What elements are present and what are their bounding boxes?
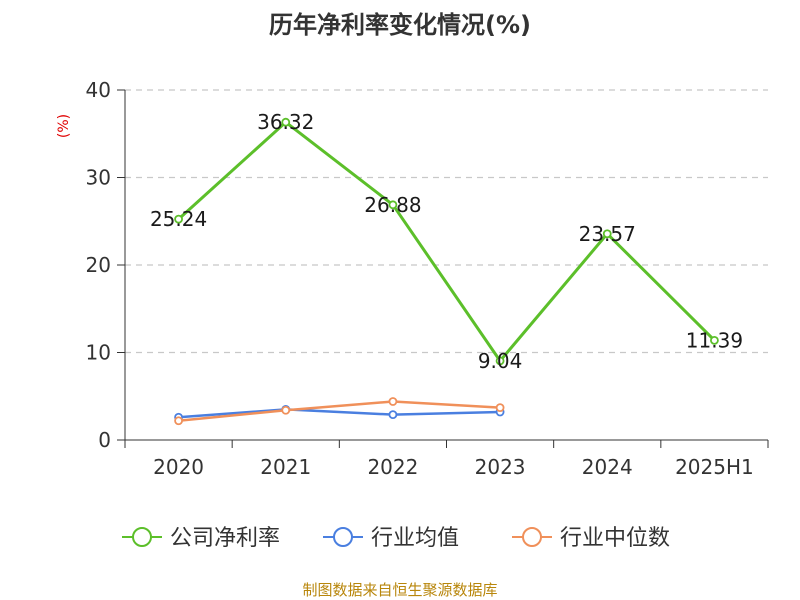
legend-label: 行业均值 xyxy=(371,526,459,551)
y-tick-label: 40 xyxy=(86,78,111,102)
legend-marker-icon xyxy=(522,527,542,547)
y-tick-labels: 0 10 20 30 40 xyxy=(86,78,111,452)
data-label: 23.57 xyxy=(579,222,636,246)
data-point xyxy=(710,335,719,345)
data-point xyxy=(174,416,183,426)
data-label: 25.24 xyxy=(150,207,207,231)
data-point xyxy=(388,397,398,406)
legend-item[interactable]: 公司净利率 xyxy=(122,526,280,551)
series-line xyxy=(178,408,501,419)
data-labels: 25.24 36.32 26.88 9.04 23.57 11.39 xyxy=(150,110,743,373)
data-point xyxy=(281,405,291,415)
data-point xyxy=(602,229,612,239)
legend: 公司净利率 行业均值 行业中位数 xyxy=(122,526,670,551)
x-tick-labels: 2020 2021 2022 2023 2024 2025H1 xyxy=(153,455,754,479)
chart-title: 历年净利率变化情况(%) xyxy=(269,11,531,39)
data-point xyxy=(388,410,398,420)
data-label: 36.32 xyxy=(257,110,314,134)
y-tick-label: 20 xyxy=(86,253,111,277)
data-point xyxy=(281,117,291,127)
data-point xyxy=(388,200,398,210)
legend-label: 行业中位数 xyxy=(560,526,670,551)
y-axis-label: (%) xyxy=(56,114,72,138)
series-line xyxy=(177,120,716,363)
data-label: 9.04 xyxy=(478,349,523,373)
data-point xyxy=(495,356,505,366)
source-note: 制图数据来自恒生聚源数据库 xyxy=(302,581,497,599)
x-tick-label: 2021 xyxy=(260,455,311,479)
legend-item[interactable]: 行业均值 xyxy=(323,526,459,551)
data-point xyxy=(174,214,183,224)
y-tick-label: 10 xyxy=(86,341,111,365)
data-label: 11.39 xyxy=(686,328,743,352)
x-tick-label: 2022 xyxy=(367,455,418,479)
x-tick-label: 2020 xyxy=(153,455,204,479)
series-lines xyxy=(174,117,719,426)
axes xyxy=(117,89,769,448)
series-line xyxy=(178,400,501,422)
data-label: 26.88 xyxy=(364,193,421,217)
legend-marker-icon xyxy=(132,527,152,547)
x-tick-label: 2025H1 xyxy=(675,455,754,479)
y-tick-label: 0 xyxy=(98,428,111,452)
legend-marker-icon xyxy=(333,527,353,547)
gridlines xyxy=(125,89,768,354)
y-tick-label: 30 xyxy=(86,166,111,190)
x-tick-label: 2024 xyxy=(582,455,633,479)
data-point xyxy=(495,403,505,413)
legend-item[interactable]: 行业中位数 xyxy=(512,526,670,551)
legend-label: 公司净利率 xyxy=(170,526,280,551)
x-tick-label: 2023 xyxy=(475,455,526,479)
